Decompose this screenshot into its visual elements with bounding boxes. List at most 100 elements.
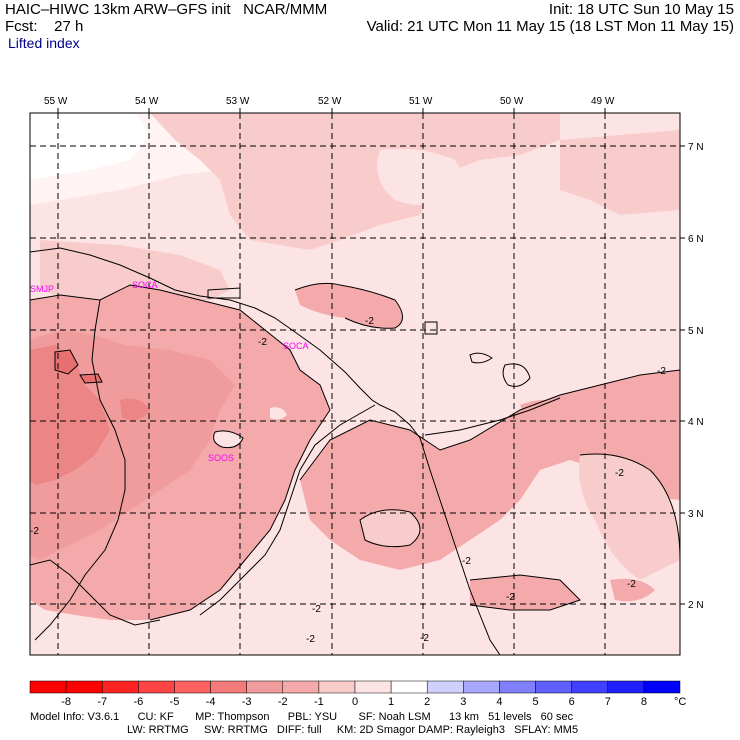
- colorbar-swatch: [174, 680, 211, 694]
- colorbar-swatch: [535, 680, 572, 694]
- contour-label: -2: [420, 633, 429, 644]
- colorbar: -8 -7 -6 -5 -4 -3 -2 -1 0 1 2 3 4 5 6 7 8: [29, 680, 681, 708]
- fill-minus1-0-island-2: [270, 407, 287, 420]
- fill-minus3-minus2-patch-e: [520, 400, 560, 416]
- colorbar-tick-label: -2: [278, 696, 288, 708]
- lon-label-54w: 54 W: [135, 96, 159, 107]
- fill-minus2-minus1-coast: [40, 240, 230, 310]
- colorbar-tick-label: 2: [424, 696, 430, 708]
- colorbar-tick-label: 8: [641, 696, 647, 708]
- contour-label: -2: [365, 316, 374, 327]
- fill-minus3-minus2-south: [470, 575, 580, 610]
- colorbar-tick-label: -5: [170, 696, 180, 708]
- contour-minus2-east: [299, 369, 680, 481]
- contour-minus2-west: [30, 284, 331, 621]
- colorbar-swatch: [643, 680, 681, 694]
- colorbar-swatch: [607, 680, 645, 694]
- colorbar-swatch: [101, 680, 139, 694]
- colorbar-swatch: [463, 680, 500, 694]
- fill-minus2-minus1-pocket-s: [360, 509, 420, 547]
- colorbar-tick-label: 6: [569, 696, 575, 708]
- colorbar-tick-label: -4: [206, 696, 216, 708]
- init-time: Init: 18 UTC Sun 10 May 15: [548, 1, 734, 18]
- fill-minus1-0-island-3: [350, 398, 370, 413]
- contour-island: [213, 430, 244, 449]
- fill-minus2-minus1-se: [579, 454, 680, 580]
- model-info-line-1: Model Info: V3.6.1 CU: KF MP: Thompson P…: [30, 711, 574, 723]
- lon-label-53w: 53 W: [226, 96, 250, 107]
- fill-le-minus4-patch: [120, 398, 150, 421]
- colorbar-tick-label: -7: [97, 696, 107, 708]
- colorbar-tick-label: -3: [242, 696, 252, 708]
- station-label-soca-west: SOCA: [132, 280, 158, 290]
- colorbar-swatch: [29, 680, 67, 694]
- contour-island-e: [502, 363, 531, 387]
- contour-label: -2: [657, 366, 666, 377]
- contour-label: -2: [506, 592, 515, 603]
- colorbar-swatch: [246, 680, 284, 694]
- colorbar-swatch: [499, 680, 536, 694]
- contour-label: -2: [258, 337, 267, 348]
- fill-minus3-minus2-cape: [295, 283, 403, 329]
- fill-minus1-0-pocket: [377, 148, 462, 205]
- colorbar-tick-label: -6: [133, 696, 143, 708]
- contour-label: -2: [615, 468, 624, 479]
- colorbar-tick-label: 5: [532, 696, 538, 708]
- contour-minus2-pocket: [359, 509, 421, 548]
- colorbar-tick-label: -8: [61, 696, 71, 708]
- station-label-soca: SOCA: [283, 341, 309, 351]
- colorbar-tick-label: 3: [460, 696, 466, 708]
- fill-minus3-minus2-se-patch: [610, 578, 655, 602]
- forecast-hour-label: Fcst: 27 h: [5, 18, 84, 35]
- model-title: HAIC–HIWC 13km ARW–GFS init NCAR/MMM: [5, 1, 328, 18]
- lon-label-50w: 50 W: [500, 96, 524, 107]
- coastline-borders: [30, 247, 561, 655]
- colorbar-swatch: [426, 680, 464, 694]
- coast-amapa: [424, 397, 561, 436]
- contour-minus5-patch: [54, 349, 79, 375]
- contour-minus2-se: [579, 453, 680, 561]
- lon-label-51w: 51 W: [409, 96, 433, 107]
- model-info-line-2: LW: RRTMG SW: RRTMG DIFF: full KM: 2D Sm…: [127, 724, 579, 736]
- fill-minus2-minus1-north: [150, 113, 560, 250]
- lat-label-6n: 6 N: [688, 234, 704, 245]
- colorbar-swatch: [354, 680, 392, 694]
- field-name: Lifted index: [8, 35, 80, 51]
- map-frame: [29, 112, 681, 656]
- lon-label-55w: 55 W: [44, 96, 68, 107]
- contour-label: -2: [462, 556, 471, 567]
- station-label-soos: SOOS: [208, 453, 234, 463]
- lon-label-52w: 52 W: [318, 96, 342, 107]
- colorbar-swatch: [210, 680, 247, 694]
- colorbar-swatch: [390, 680, 428, 694]
- contour-label: -2: [627, 579, 636, 590]
- fill-minus1-0-island: [213, 430, 243, 448]
- colorbar-tick-label: 0: [352, 696, 358, 708]
- colorbar-swatch: [65, 680, 103, 694]
- contour-minus2-cape: [294, 282, 403, 329]
- fill-minus2-minus1-ne: [560, 130, 680, 215]
- colorbar-swatch: [138, 680, 175, 694]
- contour-label: -2: [30, 526, 39, 537]
- fill-le-minus4-core: [30, 345, 110, 485]
- fill-le-minus5-patch: [55, 350, 78, 374]
- axis-ticks: [57, 108, 685, 605]
- colorbar-unit: °C: [674, 696, 686, 708]
- border-french-guiana-brazil: [419, 437, 501, 655]
- contour-minus5-patch-2: [79, 373, 103, 384]
- border-suriname-guyana: [34, 299, 126, 641]
- colorbar-swatch: [571, 680, 609, 694]
- colorbar-swatch: [318, 680, 356, 694]
- border-suriname-french-guiana: [199, 404, 376, 616]
- contour-small-loop: [469, 352, 493, 364]
- contour-minus2-south: [469, 574, 581, 611]
- colorbar-tick-label: -1: [314, 696, 324, 708]
- colorbar-tick-label: 7: [605, 696, 611, 708]
- coastline: [30, 247, 421, 439]
- fill-minus1-0-island-e: [503, 363, 530, 387]
- colorbar-tick-label: 1: [388, 696, 394, 708]
- lat-lon-grid: [30, 113, 680, 655]
- lat-label-7n: 7 N: [688, 142, 704, 153]
- colorbar-tick-label: 4: [496, 696, 502, 708]
